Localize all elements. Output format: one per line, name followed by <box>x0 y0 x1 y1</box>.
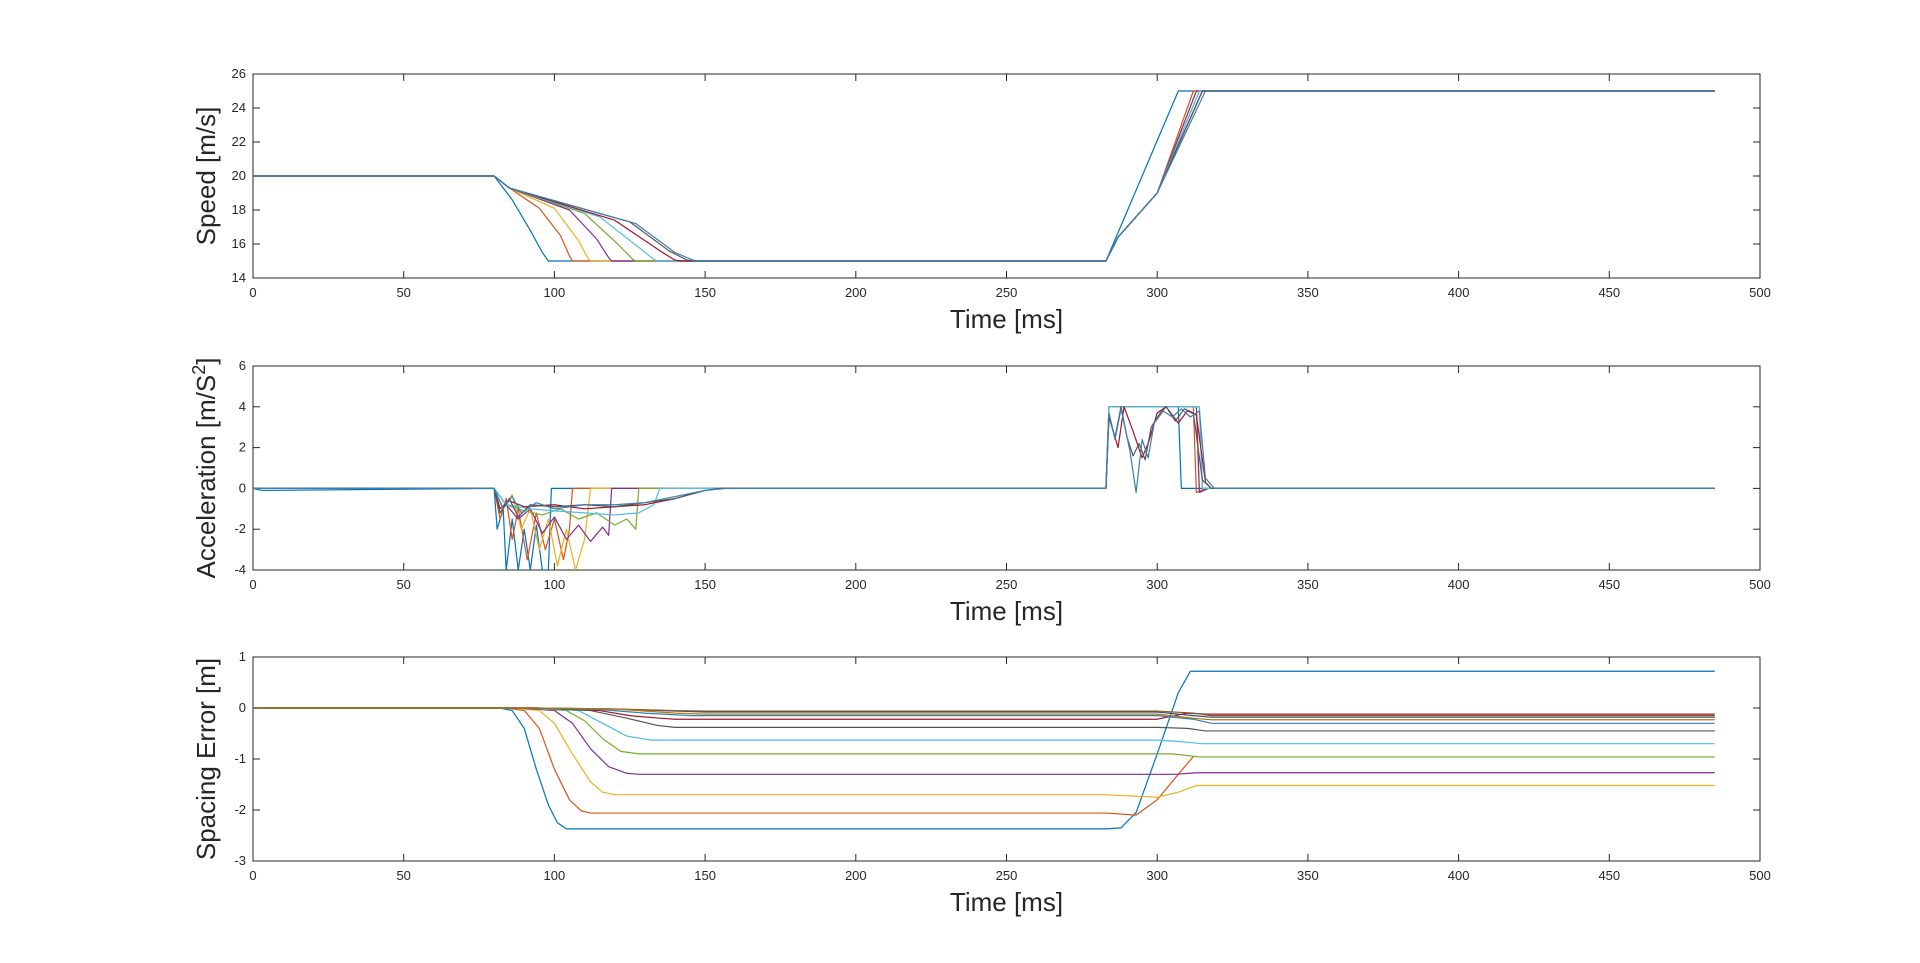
x-tick-label: 500 <box>1749 868 1771 883</box>
plot-area <box>252 365 1761 571</box>
series-line-12 <box>253 707 1715 721</box>
y-axis-label: Speed [m/s] <box>191 107 221 246</box>
series-line-4 <box>253 707 1715 775</box>
x-tick-label: 300 <box>1146 285 1168 300</box>
x-tick-label: 250 <box>996 285 1018 300</box>
x-tick-label: 150 <box>694 868 716 883</box>
x-tick-label: 500 <box>1749 285 1771 300</box>
x-tick-label: 400 <box>1448 577 1470 592</box>
x-tick-label: 450 <box>1598 868 1620 883</box>
x-tick-label: 150 <box>694 285 716 300</box>
x-tick-label: 400 <box>1448 868 1470 883</box>
x-axis-label: Time [ms] <box>950 596 1063 626</box>
x-tick-label: 50 <box>396 285 410 300</box>
y-axis-label: Acceleration [m/S2] <box>189 358 221 579</box>
y-tick-label: 2 <box>239 440 246 455</box>
x-axis-label: Time [ms] <box>950 887 1063 917</box>
x-tick-label: 250 <box>996 577 1018 592</box>
y-tick-label: 4 <box>239 399 246 414</box>
y-tick-label: 20 <box>232 168 246 183</box>
y-tick-label: 26 <box>232 66 246 81</box>
x-axis-label: Time [ms] <box>950 304 1063 334</box>
y-axis-label-text: Speed [m/s] <box>191 107 221 246</box>
x-tick-label: 0 <box>249 285 256 300</box>
y-axis-label-suffix: ] <box>191 358 221 365</box>
x-tick-label: 300 <box>1146 577 1168 592</box>
y-axis-label-text: Spacing Error [m] <box>191 658 221 860</box>
x-tick-label: 50 <box>396 577 410 592</box>
y-tick-label: 6 <box>239 358 246 373</box>
y-tick-label: 22 <box>232 134 246 149</box>
series-line-9 <box>253 408 1715 514</box>
y-tick-label: 16 <box>232 236 246 251</box>
series-line-9 <box>253 90 1715 262</box>
y-tick-label: -2 <box>234 802 246 817</box>
y-axis-label-text: Acceleration [m/S <box>191 375 221 579</box>
y-tick-label: -4 <box>234 562 246 577</box>
y-tick-label: 14 <box>232 270 246 285</box>
y-tick-label: 0 <box>239 700 246 715</box>
series-line-8 <box>253 707 1715 732</box>
series-line-3 <box>253 707 1715 798</box>
x-tick-label: 300 <box>1146 868 1168 883</box>
x-tick-label: 50 <box>396 868 410 883</box>
x-tick-label: 200 <box>845 285 867 300</box>
series-group <box>253 670 1715 830</box>
y-tick-label: 24 <box>232 100 246 115</box>
x-tick-label: 100 <box>544 868 566 883</box>
x-tick-label: 100 <box>544 577 566 592</box>
plot-area <box>252 73 1761 279</box>
plot-area <box>252 656 1761 862</box>
x-tick-label: 150 <box>694 577 716 592</box>
x-tick-label: 250 <box>996 868 1018 883</box>
series-group <box>253 90 1715 262</box>
x-tick-label: 350 <box>1297 285 1319 300</box>
x-tick-label: 350 <box>1297 868 1319 883</box>
x-tick-label: 450 <box>1598 285 1620 300</box>
x-tick-label: 0 <box>249 577 256 592</box>
y-axis-label: Spacing Error [m] <box>191 658 221 860</box>
chart-panel-1: 0 50 100 150 200 250 300 350 400 450 500 14 16 18 20 22… <box>191 66 1771 334</box>
x-tick-label: 500 <box>1749 577 1771 592</box>
x-tick-label: 400 <box>1448 285 1470 300</box>
series-line-1 <box>253 90 1715 262</box>
x-tick-label: 0 <box>249 868 256 883</box>
y-tick-label: 18 <box>232 202 246 217</box>
y-tick-label: -1 <box>234 751 246 766</box>
x-tick-label: 450 <box>1598 577 1620 592</box>
x-tick-label: 200 <box>845 577 867 592</box>
x-tick-label: 100 <box>544 285 566 300</box>
y-tick-label: 0 <box>239 480 246 495</box>
y-tick-label: -2 <box>234 521 246 536</box>
series-line-6 <box>253 406 1715 516</box>
y-tick-label: -3 <box>234 853 246 868</box>
series-group <box>253 406 1715 570</box>
y-axis-label-superscript: 2 <box>189 365 209 375</box>
chart-panel-3: 0 50 100 150 200 250 300 350 400 450 500 -3 -2 -1 0 1 Ti… <box>191 649 1771 917</box>
series-line-2 <box>253 707 1194 816</box>
chart-panel-2: 0 50 100 150 200 250 300 350 400 450 500 -4 -2 0 2 4 6 Ti… <box>189 358 1771 627</box>
y-tick-label: 1 <box>239 649 246 664</box>
x-tick-label: 350 <box>1297 577 1319 592</box>
x-tick-label: 200 <box>845 868 867 883</box>
